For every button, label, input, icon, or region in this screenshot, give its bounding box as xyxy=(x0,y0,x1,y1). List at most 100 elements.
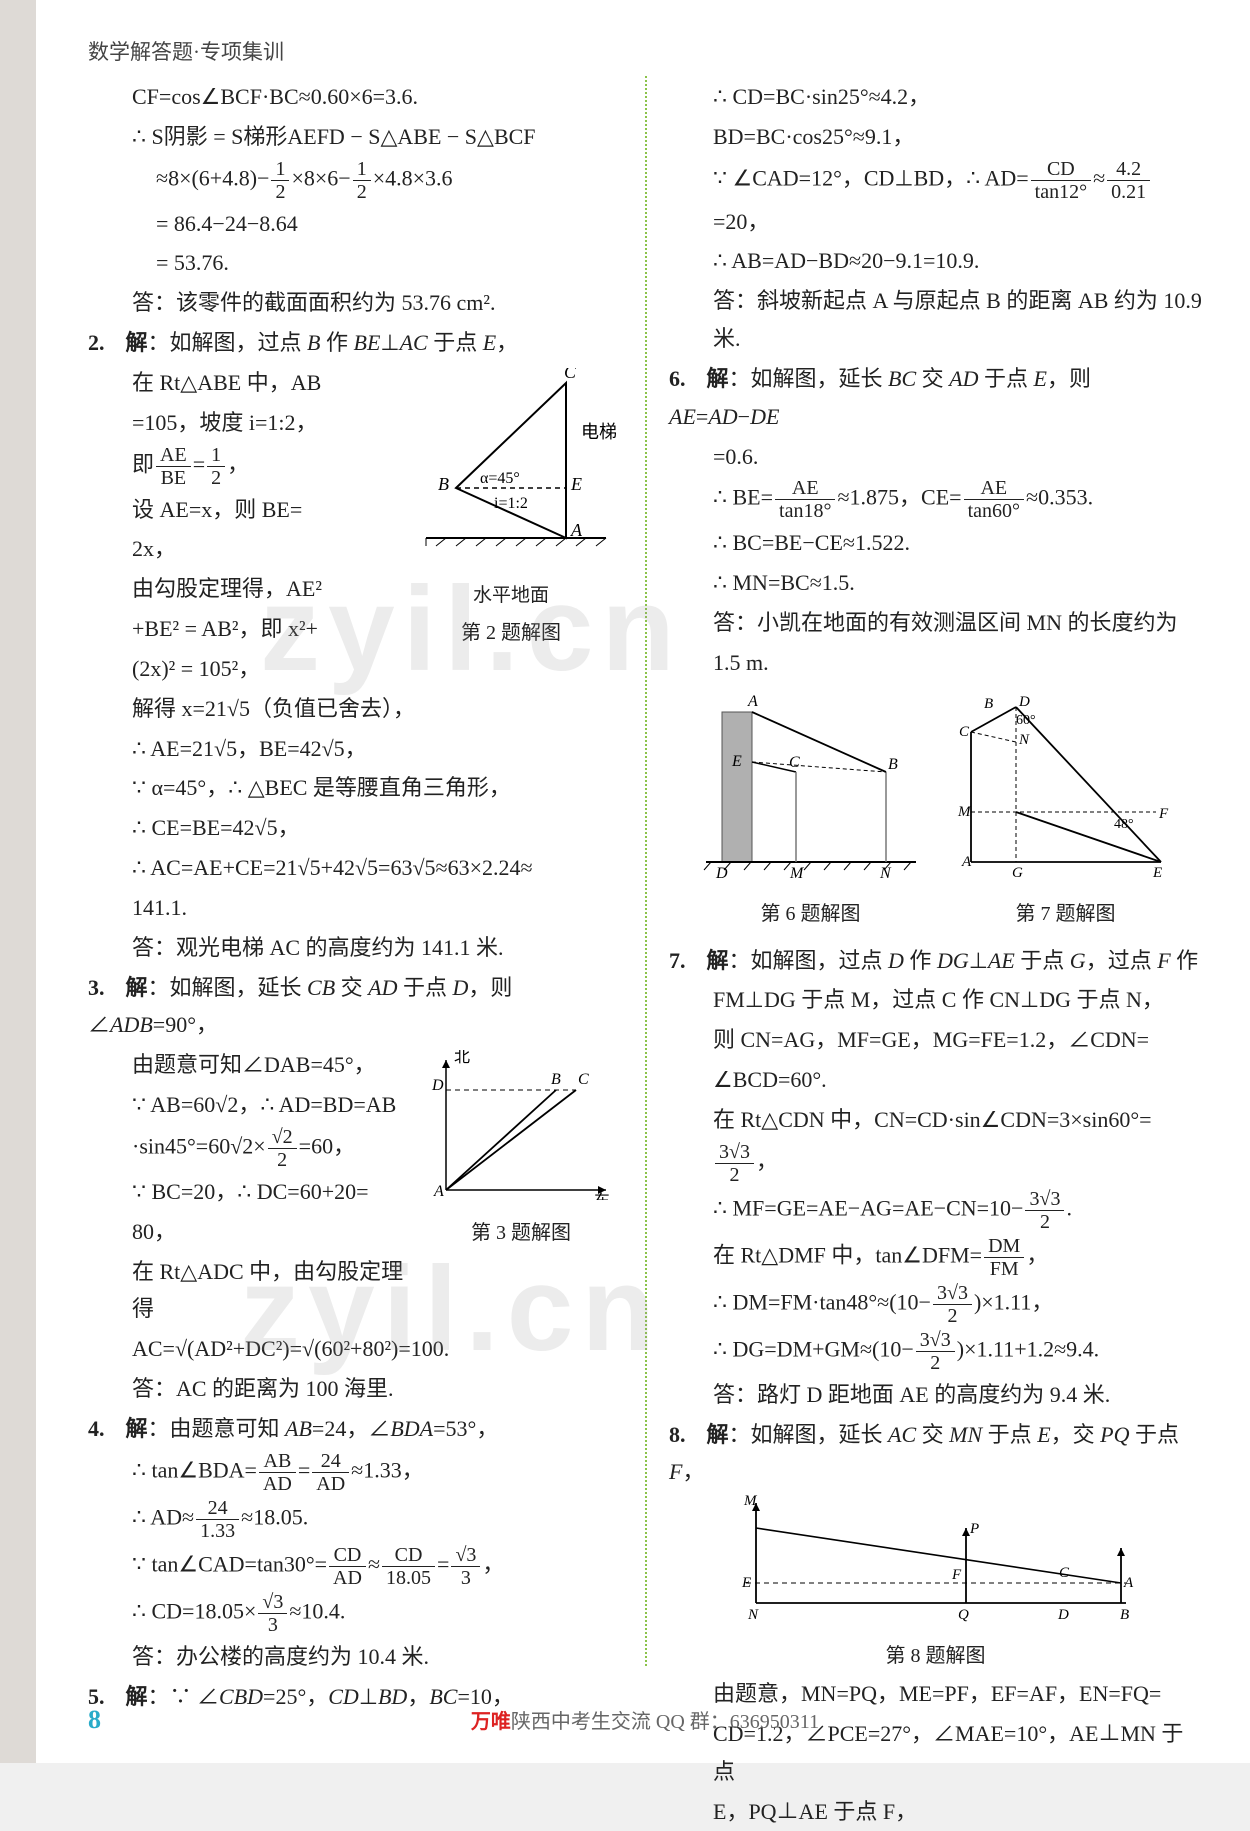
q8-line: E，PQ⊥AE 于点 F， xyxy=(669,1793,1202,1831)
q2-line: ∵ α=45°，∴ △BEC 是等腰直角三角形， xyxy=(88,769,621,807)
footer-text: 陕西中考生交流 QQ 群：636950311 xyxy=(511,1711,819,1733)
p1-line: = 86.4−24−8.64 xyxy=(88,205,621,243)
svg-text:东: 东 xyxy=(594,1192,610,1200)
figure-2-caption: 第 2 题解图 xyxy=(401,616,621,650)
svg-text:E: E xyxy=(731,753,742,770)
figure-8: M E N P F Q C D A B 第 8 题解图 xyxy=(669,1493,1202,1673)
svg-text:N: N xyxy=(1018,732,1030,748)
svg-text:M: M xyxy=(789,865,805,882)
figure-7-caption: 第 7 题解图 xyxy=(956,897,1176,931)
svg-text:A: A xyxy=(433,1183,444,1200)
q7-line: ∠BCD=60°. xyxy=(669,1061,1202,1099)
svg-text:60°: 60° xyxy=(1016,713,1036,728)
q2: 2. 解：解：如解图，过点 B 作 BE⊥AC 于点 E，如解图，过点 B 作 … xyxy=(88,324,621,362)
q6-num: 6. xyxy=(669,360,701,398)
svg-text:D: D xyxy=(431,1077,444,1094)
svg-text:N: N xyxy=(879,865,892,882)
q4: 4. 解：由题意可知 AB=24，∠BDA=53°， xyxy=(88,1410,621,1448)
q6-line: 1.5 m. xyxy=(669,644,1202,682)
svg-text:C: C xyxy=(578,1071,589,1088)
left-column: CF=cos∠BCF·BC≈0.60×6=3.6. ∴ S阴影 = S梯形AEF… xyxy=(88,76,645,1666)
q7-line: ∴ MF=GE=AE−AG=AE−CN=10−3√32. xyxy=(669,1188,1202,1233)
p1-line: = 53.76. xyxy=(88,244,621,282)
svg-text:D: D xyxy=(1057,1607,1069,1623)
q4-line: ∴ CD=18.05×√33≈10.4. xyxy=(88,1591,621,1636)
q2-line: 141.1. xyxy=(88,889,621,927)
svg-text:C: C xyxy=(789,754,800,771)
svg-text:48°: 48° xyxy=(1114,817,1134,832)
svg-text:B: B xyxy=(888,756,898,773)
q4-answer: 答：办公楼的高度约为 10.4 米. xyxy=(88,1638,621,1676)
figure-7-svg: A B C D N M G E F 60° 48° xyxy=(956,692,1176,882)
svg-text:B: B xyxy=(984,696,993,712)
p1-answer: 答：该零件的截面面积约为 53.76 cm². xyxy=(88,284,621,322)
svg-text:M: M xyxy=(957,804,972,820)
q7-line: ∴ DG=DM+GM≈(10−3√32)×1.11+1.2≈9.4. xyxy=(669,1329,1202,1374)
footer: 8 万唯陕西中考生交流 QQ 群：636950311 xyxy=(88,1705,1202,1735)
p1-line: ∴ S阴影 = S梯形AEFD − S△ABE − S△BCF xyxy=(88,118,621,156)
q2-line: 解得 x=21√5（负值已舍去）， xyxy=(88,690,621,728)
q3: 3. 解：如解图，延长 CB 交 AD 于点 D，则∠ADB=90°， xyxy=(88,969,621,1045)
q8-num: 8. xyxy=(669,1416,701,1454)
svg-text:N: N xyxy=(747,1607,759,1623)
r1-line: ∴ CD=BC·sin25°≈4.2， xyxy=(669,78,1202,116)
figure-2-svg: C B E A α=45° i=1:2 电梯 xyxy=(406,368,616,568)
figure-3: A D B C 北 东 第 3 题解图 xyxy=(421,1050,621,1250)
page-header: 数学解答题·专项集训 xyxy=(88,36,1202,66)
q7-line: 在 Rt△CDN 中，CN=CD·sin∠CDN=3×sin60°= xyxy=(669,1101,1202,1139)
svg-text:B: B xyxy=(1120,1607,1129,1623)
svg-text:E: E xyxy=(1152,865,1162,881)
q2-line: (2x)² = 105²， xyxy=(88,650,621,688)
svg-text:C: C xyxy=(959,724,970,740)
figures-6-7: A E C B D M N 第 6 题解图 xyxy=(669,692,1202,932)
q8: 8. 解：如解图，延长 AC 交 MN 于点 E，交 PQ 于点 F， xyxy=(669,1416,1202,1492)
q4-line: ∵ tan∠CAD=tan30°=CDAD≈CD18.05=√33， xyxy=(88,1544,621,1589)
svg-text:E: E xyxy=(741,1575,751,1591)
page-number: 8 xyxy=(88,1705,101,1734)
q2-line: ∴ AC=AE+CE=21√5+42√5=63√5≈63×2.24≈ xyxy=(88,849,621,887)
p1-line: CF=cos∠BCF·BC≈0.60×6=3.6. xyxy=(88,78,621,116)
q3-num: 3. xyxy=(88,969,120,1007)
q3-line: 在 Rt△ADC 中，由勾股定理得 xyxy=(88,1253,621,1329)
q7: 7. 解：如解图，过点 D 作 DG⊥AE 于点 G，过点 F 作 xyxy=(669,942,1202,980)
column-divider xyxy=(645,76,647,1666)
svg-text:A: A xyxy=(961,854,972,870)
figure-2: C B E A α=45° i=1:2 电梯 水平地面 第 2 题解图 xyxy=(401,368,621,651)
svg-text:P: P xyxy=(969,1521,979,1537)
q6: 6. 解：如解图，延长 BC 交 AD 于点 E，则 AE=AD−DE xyxy=(669,360,1202,436)
svg-text:A: A xyxy=(1123,1575,1134,1591)
q7-line: 在 Rt△DMF 中，tan∠DFM=DMFM， xyxy=(669,1235,1202,1280)
q7-line: 3√32， xyxy=(669,1141,1202,1186)
q6-line: ∴ BE=AEtan18°≈1.875，CE=AEtan60°≈0.353. xyxy=(669,477,1202,522)
r1-line: ∵ ∠CAD=12°，CD⊥BD，∴ AD=CDtan12°≈4.20.21=2… xyxy=(669,158,1202,241)
q6-line: =0.6. xyxy=(669,438,1202,476)
q2-line: ∴ CE=BE=42√5， xyxy=(88,809,621,847)
svg-text:G: G xyxy=(1012,865,1023,881)
q6-line: ∴ MN=BC≈1.5. xyxy=(669,564,1202,602)
q4-line: ∴ tan∠BDA=ABAD=24AD≈1.33， xyxy=(88,1450,621,1495)
footer-brand: 万唯 xyxy=(471,1711,511,1733)
svg-text:B: B xyxy=(438,474,449,494)
q7-answer: 答：路灯 D 距地面 AE 的高度约为 9.4 米. xyxy=(669,1376,1202,1414)
figure-2-ground: 水平地面 xyxy=(401,580,621,613)
p1-line: ≈8×(6+4.8)−12×8×6−12×4.8×3.6 xyxy=(88,158,621,203)
q2-line: ∴ AE=21√5，BE=42√5， xyxy=(88,730,621,768)
svg-text:D: D xyxy=(1018,694,1030,710)
figure-7: A B C D N M G E F 60° 48° 第 7 题解图 xyxy=(956,692,1176,932)
figure-3-svg: A D B C 北 东 xyxy=(426,1050,616,1200)
page: 数学解答题·专项集训 zyil.cn zyil.cn CF=cos∠BCF·BC… xyxy=(0,0,1250,1763)
svg-text:D: D xyxy=(715,865,728,882)
content-columns: CF=cos∠BCF·BC≈0.60×6=3.6. ∴ S阴影 = S梯形AEF… xyxy=(88,76,1202,1666)
q3-line: AC=√(AD²+DC²)=√(60²+80²)=100. xyxy=(88,1330,621,1368)
svg-text:A: A xyxy=(747,693,758,710)
svg-text:B: B xyxy=(551,1071,561,1088)
q2-answer: 答：观光电梯 AC 的高度约为 141.1 米. xyxy=(88,929,621,967)
svg-text:Q: Q xyxy=(958,1607,969,1623)
figure-8-svg: M E N P F Q C D A B xyxy=(726,1493,1146,1623)
q6-line: 答：小凯在地面的有效测温区间 MN 的长度约为 xyxy=(669,604,1202,642)
svg-text:E: E xyxy=(570,474,582,494)
figure-3-caption: 第 3 题解图 xyxy=(421,1216,621,1250)
r1-line: BD=BC·cos25°≈9.1， xyxy=(669,118,1202,156)
r1-answer: 答：斜坡新起点 A 与原起点 B 的距离 AB 约为 10.9 米. xyxy=(669,282,1202,358)
figure-8-caption: 第 8 题解图 xyxy=(669,1639,1202,1673)
